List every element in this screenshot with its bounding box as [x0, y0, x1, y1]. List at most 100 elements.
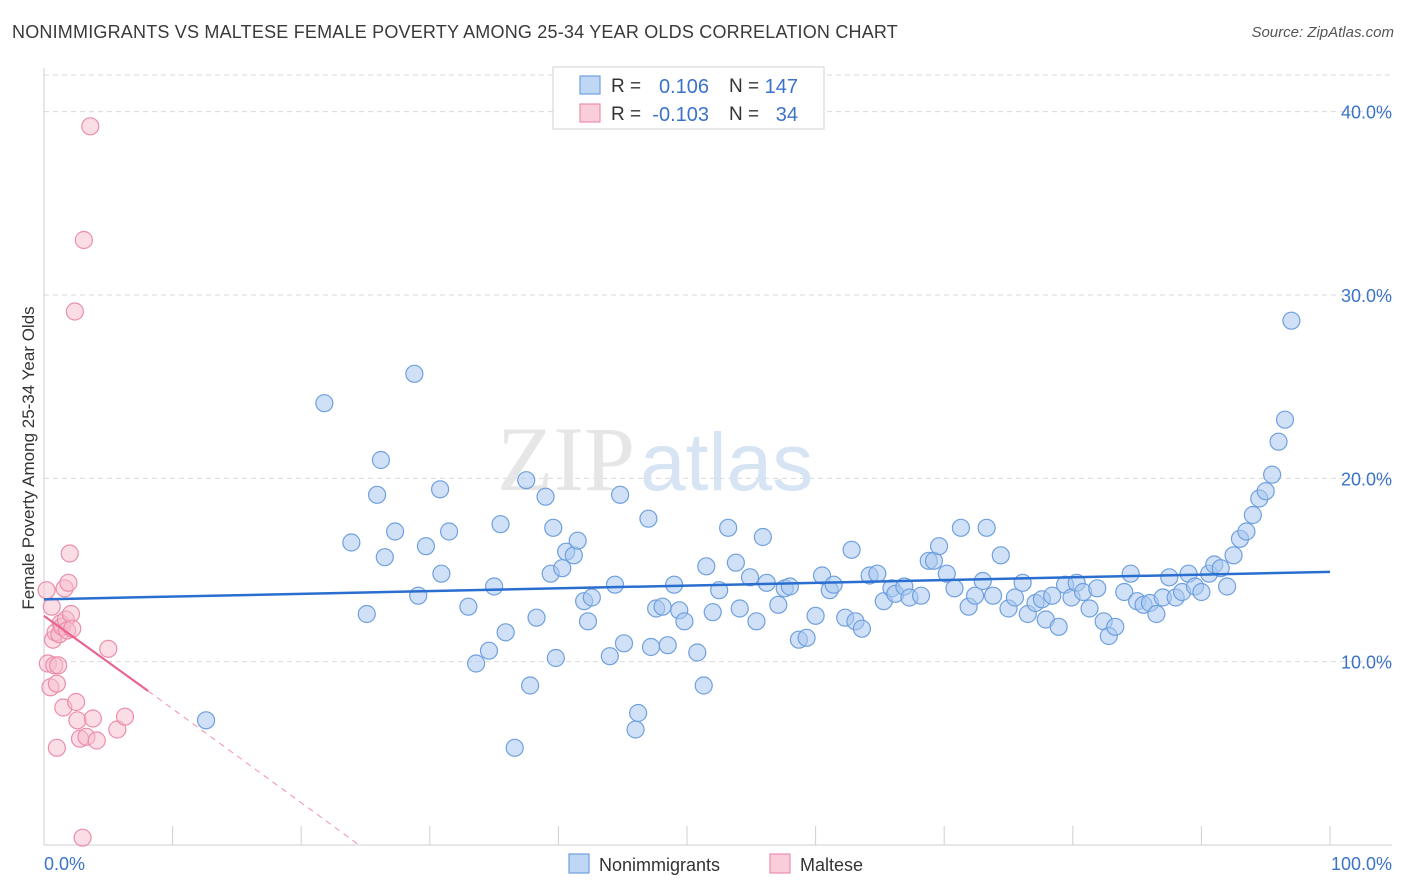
point-maltese — [87, 731, 106, 750]
point-nonimmigrants — [719, 518, 738, 537]
point-nonimmigrants — [342, 533, 361, 552]
point-nonimmigrants — [517, 471, 536, 490]
point-nonimmigrants — [605, 575, 625, 594]
legend-n-label: N = — [729, 76, 759, 97]
legend-r-label: R = — [611, 104, 641, 125]
tick-labels: 10.0% 20.0% 30.0% 40.0% 0.0% 100.0% — [44, 103, 1392, 874]
y-tick-label: 20.0% — [1341, 469, 1392, 489]
point-maltese — [99, 639, 118, 658]
point-maltese — [81, 117, 100, 136]
trend-line-maltese — [43, 614, 149, 692]
trend-line-maltese-extrapolated — [147, 690, 360, 846]
point-maltese — [115, 707, 135, 726]
point-nonimmigrants — [929, 537, 949, 556]
point-nonimmigrants — [430, 480, 450, 499]
point-maltese — [37, 581, 56, 600]
y-axis-label: Female Poverty Among 25-34 Year Olds — [19, 306, 38, 609]
point-maltese — [59, 573, 78, 592]
point-nonimmigrants — [675, 612, 694, 631]
point-nonimmigrants — [1147, 604, 1166, 624]
point-nonimmigrants — [459, 597, 478, 616]
bottom-legend-label-nonimmigrants: Nonimmigrants — [599, 855, 720, 875]
point-nonimmigrants — [568, 531, 587, 550]
source-label: Source: ZipAtlas.com — [1251, 24, 1394, 41]
point-nonimmigrants — [653, 597, 672, 616]
point-nonimmigrants — [824, 575, 843, 594]
point-nonimmigrants — [1088, 579, 1107, 598]
point-nonimmigrants — [842, 540, 861, 559]
point-nonimmigrants — [466, 654, 486, 673]
legend-n-value: 147 — [765, 76, 798, 98]
point-nonimmigrants — [1269, 432, 1288, 451]
legend-n-label: N = — [729, 104, 759, 125]
point-nonimmigrants — [1256, 482, 1275, 501]
point-nonimmigrants — [505, 738, 524, 757]
legend-r-label: R = — [611, 76, 641, 97]
point-nonimmigrants — [1013, 573, 1032, 592]
point-nonimmigrants — [485, 577, 504, 596]
point-nonimmigrants — [1218, 577, 1237, 596]
point-nonimmigrants — [544, 518, 563, 537]
point-maltese — [60, 544, 79, 563]
point-nonimmigrants — [639, 509, 658, 528]
point-nonimmigrants — [491, 515, 510, 534]
point-nonimmigrants — [1263, 465, 1282, 484]
point-nonimmigrants — [536, 487, 555, 506]
point-nonimmigrants — [911, 586, 931, 605]
point-nonimmigrants — [1080, 599, 1099, 618]
point-nonimmigrants — [416, 537, 436, 556]
point-nonimmigrants — [1121, 564, 1140, 583]
point-nonimmigrants — [694, 676, 713, 695]
point-nonimmigrants — [385, 522, 405, 541]
point-nonimmigrants — [852, 619, 871, 638]
point-nonimmigrants — [496, 623, 515, 642]
point-nonimmigrants — [479, 641, 499, 660]
series-nonimmigrants — [196, 311, 1301, 757]
point-nonimmigrants — [747, 612, 766, 631]
x-tick-label-max: 100.0% — [1331, 854, 1392, 874]
point-nonimmigrants — [1115, 582, 1134, 602]
legend-swatch-nonimmigrants — [579, 75, 601, 95]
point-nonimmigrants — [1160, 568, 1179, 587]
point-nonimmigrants — [611, 485, 630, 504]
point-maltese — [65, 302, 84, 321]
axes — [43, 68, 1392, 846]
watermark-atlas: atlas — [640, 417, 813, 508]
point-nonimmigrants — [626, 720, 645, 739]
legend-n-value: 34 — [776, 104, 798, 126]
point-nonimmigrants — [965, 586, 985, 605]
point-nonimmigrants — [1237, 522, 1256, 541]
x-tick-label-min: 0.0% — [44, 854, 85, 874]
point-nonimmigrants — [951, 518, 971, 537]
y-tick-label: 30.0% — [1341, 286, 1392, 306]
point-nonimmigrants — [527, 608, 546, 627]
point-nonimmigrants — [1275, 410, 1295, 429]
point-nonimmigrants — [688, 643, 707, 662]
point-nonimmigrants — [546, 648, 565, 668]
point-maltese — [74, 230, 93, 250]
point-nonimmigrants — [1005, 588, 1025, 607]
point-nonimmigrants — [521, 676, 540, 695]
trend-lines — [43, 570, 1331, 846]
point-nonimmigrants — [1192, 582, 1211, 602]
bottom-legend: Nonimmigrants Maltese — [568, 853, 863, 875]
point-nonimmigrants — [371, 450, 391, 470]
point-nonimmigrants — [1282, 311, 1301, 330]
point-nonimmigrants — [375, 548, 394, 567]
series-maltese — [37, 117, 135, 847]
point-nonimmigrants — [945, 579, 964, 598]
point-nonimmigrants — [753, 527, 772, 547]
point-nonimmigrants — [991, 546, 1010, 565]
point-nonimmigrants — [357, 604, 376, 624]
point-nonimmigrants — [1049, 617, 1068, 636]
legend-r-value: -0.103 — [652, 104, 709, 126]
point-maltese — [47, 738, 66, 757]
point-nonimmigrants — [740, 568, 760, 587]
point-nonimmigrants — [614, 634, 634, 653]
legend-swatch-maltese — [579, 103, 601, 123]
point-nonimmigrants — [367, 485, 387, 504]
point-nonimmigrants — [1043, 586, 1062, 605]
point-nonimmigrants — [629, 703, 648, 723]
bottom-legend-swatch-maltese — [769, 853, 791, 874]
